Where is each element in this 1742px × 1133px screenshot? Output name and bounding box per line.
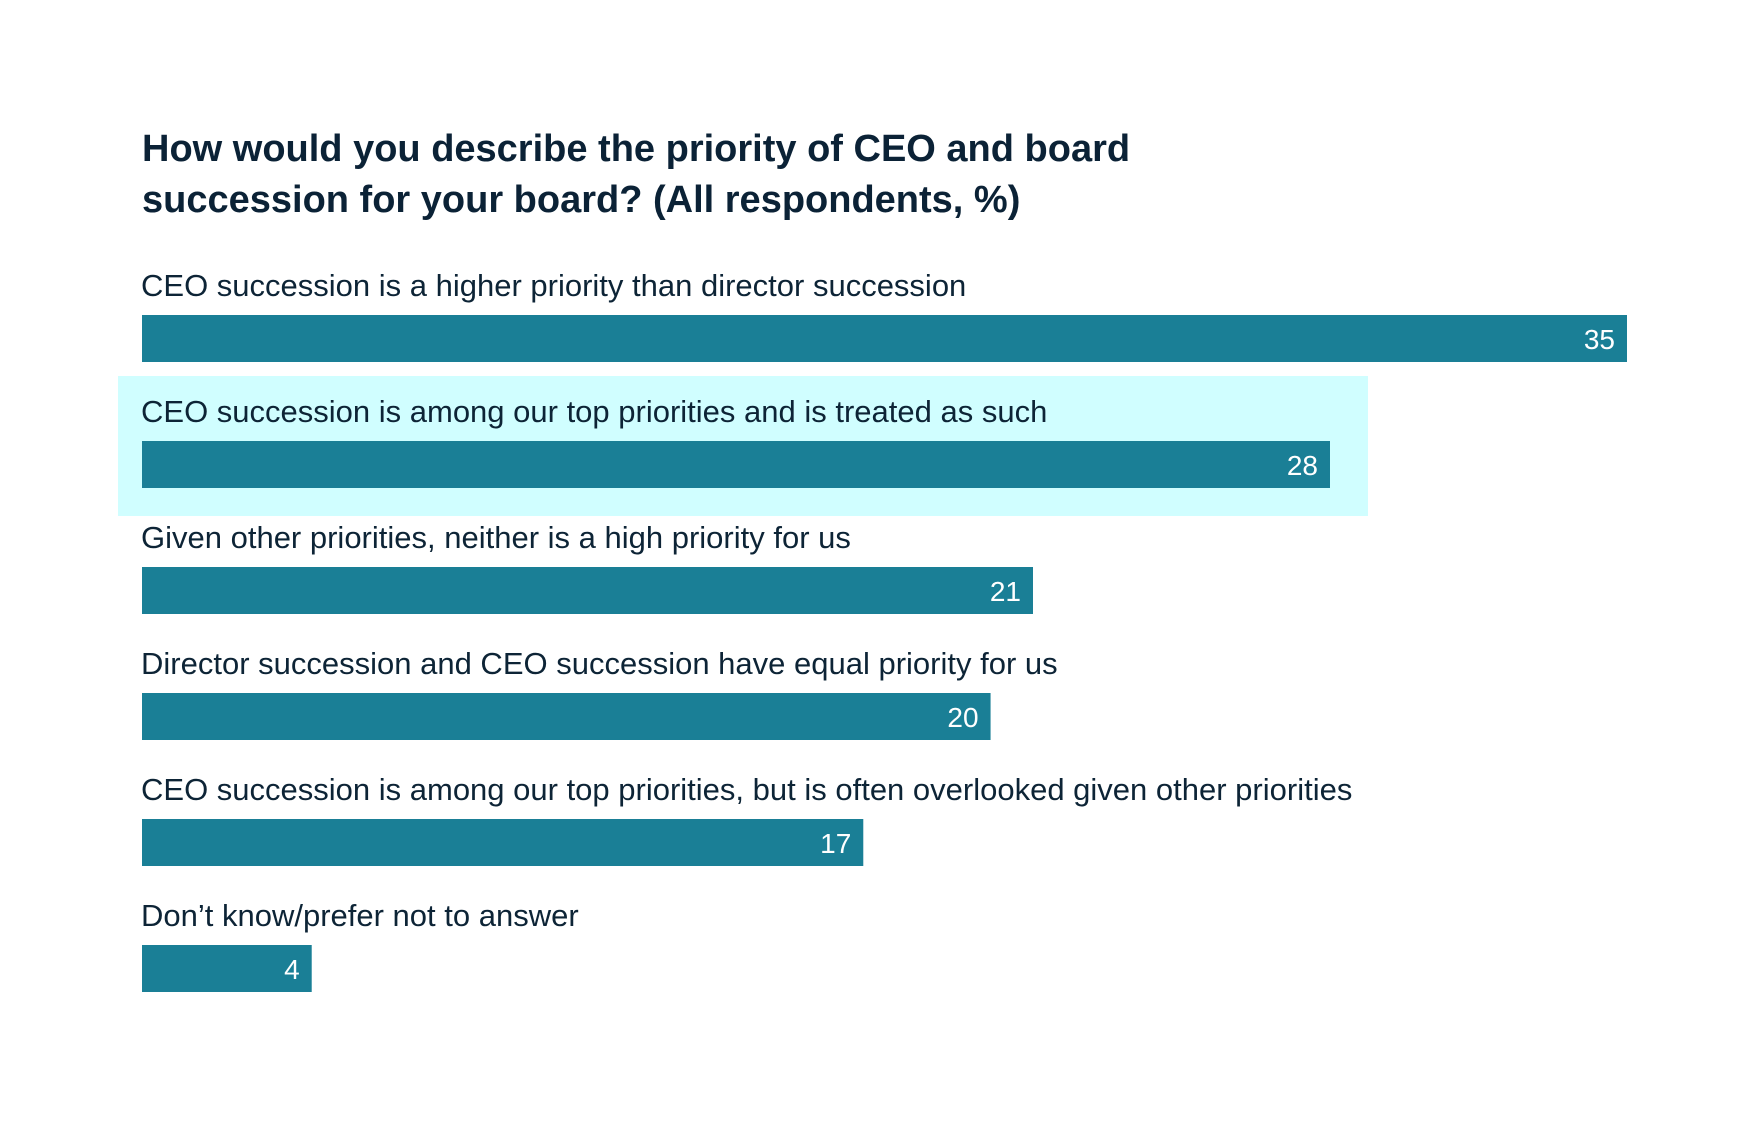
bar	[142, 945, 312, 992]
category-label: CEO succession is a higher priority than…	[141, 268, 966, 303]
category-label: Director succession and CEO succession h…	[141, 646, 1058, 681]
chart-title: How would you describe the priority of C…	[142, 128, 1131, 221]
value-label: 4	[284, 954, 300, 985]
value-label: 28	[1287, 450, 1318, 481]
bar	[142, 567, 1033, 614]
bar	[142, 441, 1330, 488]
value-label: 35	[1584, 324, 1615, 355]
value-label: 17	[820, 828, 851, 859]
value-label: 21	[990, 576, 1021, 607]
bar	[142, 693, 991, 740]
bar	[142, 315, 1627, 362]
category-label: CEO succession is among our top prioriti…	[141, 772, 1352, 807]
category-label: Given other priorities, neither is a hig…	[141, 520, 851, 555]
category-label: CEO succession is among our top prioriti…	[141, 394, 1047, 429]
value-label: 20	[947, 702, 978, 733]
bar	[142, 819, 864, 866]
category-label: Don’t know/prefer not to answer	[141, 898, 579, 933]
